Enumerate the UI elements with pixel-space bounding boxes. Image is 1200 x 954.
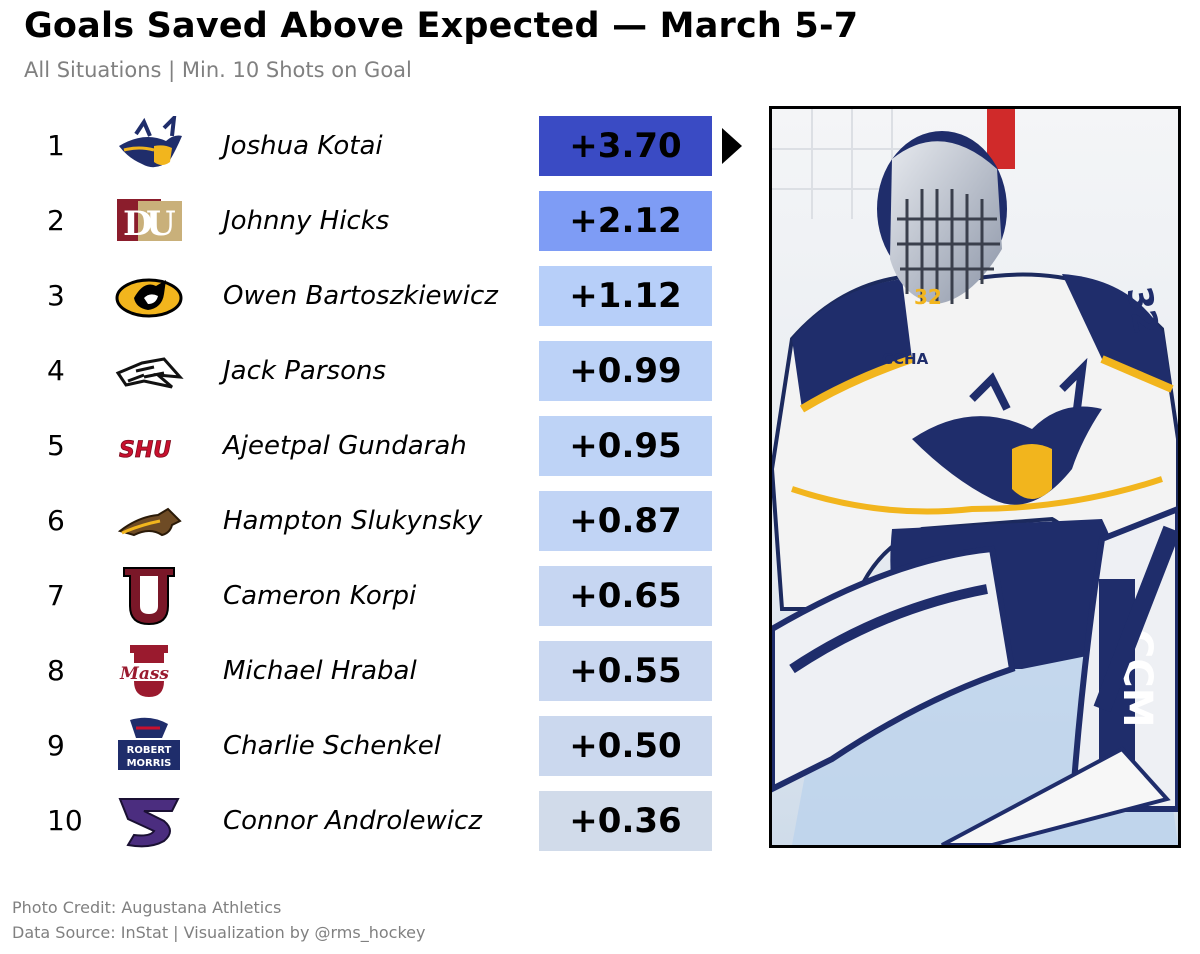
player-name: Jack Parsons [223,356,386,386]
player-name: Connor Androlewicz [223,806,482,836]
svg-text:U: U [146,204,176,244]
goalie-photo-icon: CCHA 32 32 CCM [772,109,1178,845]
svg-text:SHU: SHU [119,438,171,463]
rank-label: 10 [47,804,83,837]
gsax-value-cell: +1.12 [539,266,712,326]
svg-text:Mass: Mass [119,664,169,684]
union-u-logo-icon [114,566,184,626]
rit-tiger-logo-icon [114,341,184,401]
player-name: Ajeetpal Gundarah [223,431,467,461]
stonehill-s-logo-icon [114,791,184,851]
rank-label: 6 [47,504,65,537]
robert-morris-logo-icon: ROBERT MORRIS [114,716,184,776]
gsax-value-cell: +0.87 [539,491,712,551]
augustana-vikings-logo-icon [114,116,184,176]
rank-label: 2 [47,204,65,237]
rank-label: 5 [47,429,65,462]
rank-label: 1 [47,129,65,162]
svg-text:MORRIS: MORRIS [127,758,172,769]
player-name: Joshua Kotai [223,131,383,161]
sacred-heart-shu-logo-icon: SHU [114,416,184,476]
gsax-value-cell: +0.99 [539,341,712,401]
svg-text:ROBERT: ROBERT [127,745,172,756]
umass-logo-icon: Mass [114,641,184,701]
gsax-value-cell: +0.95 [539,416,712,476]
player-name: Owen Bartoszkiewicz [223,281,498,311]
triangle-right-icon [722,128,742,164]
gsax-value-cell: +0.65 [539,566,712,626]
sleeve-number-text: 32 [1118,284,1166,338]
player-name: Johnny Hicks [223,206,390,236]
rank-label: 9 [47,729,65,762]
gsax-value-cell: +0.55 [539,641,712,701]
rank-label: 8 [47,654,65,687]
chart-subtitle: All Situations | Min. 10 Shots on Goal [24,58,412,82]
gsax-value-cell: +2.12 [539,191,712,251]
gsax-value-cell: +0.50 [539,716,712,776]
svg-text:D: D [123,204,152,244]
gsax-value-cell: +0.36 [539,791,712,851]
rank-label: 3 [47,279,65,312]
player-name: Charlie Schenkel [223,731,441,761]
western-michigan-bronco-logo-icon [114,491,184,551]
player-name: Cameron Korpi [223,581,417,611]
goalie-photo: CCHA 32 32 CCM [769,106,1181,848]
chart-title: Goals Saved Above Expected — March 5-7 [24,6,859,46]
photo-credit: Photo Credit: Augustana Athletics [12,898,282,917]
player-name: Hampton Slukynsky [223,506,483,536]
rank-label: 7 [47,579,65,612]
ccha-patch-text: CCHA [882,350,929,368]
michigan-tech-husky-logo-icon [114,266,184,326]
rank-label: 4 [47,354,65,387]
gsax-value-cell: +3.70 [539,116,712,176]
helmet-number-text: 32 [914,285,942,309]
data-source: Data Source: InStat | Visualization by @… [12,923,426,942]
player-name: Michael Hrabal [223,656,417,686]
